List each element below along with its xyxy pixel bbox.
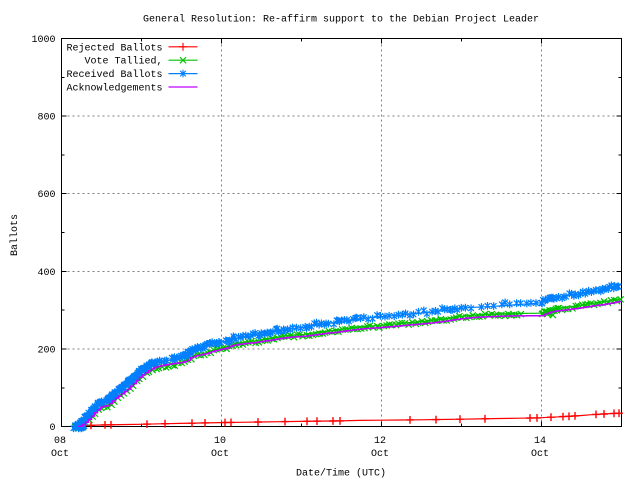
svg-text:400: 400 bbox=[37, 268, 55, 279]
svg-text:600: 600 bbox=[37, 190, 55, 201]
svg-text:Rejected Ballots: Rejected Ballots bbox=[66, 42, 162, 54]
svg-text:Received Ballots: Received Ballots bbox=[66, 69, 162, 81]
svg-text:800: 800 bbox=[37, 113, 55, 124]
svg-text:Oct: Oct bbox=[371, 449, 389, 460]
svg-text:200: 200 bbox=[37, 346, 55, 357]
svg-text:Oct: Oct bbox=[531, 449, 549, 460]
svg-text:Ballots: Ballots bbox=[9, 214, 21, 256]
svg-text:Oct: Oct bbox=[51, 449, 69, 460]
svg-text:12: 12 bbox=[374, 436, 386, 447]
svg-text:Acknowledgements: Acknowledgements bbox=[66, 83, 162, 95]
svg-text:General Resolution: Re-affirm: General Resolution: Re-affirm support to… bbox=[143, 14, 539, 26]
svg-text:08: 08 bbox=[54, 436, 66, 447]
svg-text:10: 10 bbox=[214, 436, 226, 447]
svg-text:Vote Tallied,: Vote Tallied, bbox=[84, 56, 162, 68]
svg-text:Date/Time (UTC): Date/Time (UTC) bbox=[296, 468, 386, 480]
svg-text:1000: 1000 bbox=[31, 35, 55, 46]
svg-text:0: 0 bbox=[49, 423, 55, 434]
svg-text:14: 14 bbox=[534, 436, 546, 447]
svg-text:Oct: Oct bbox=[211, 449, 229, 460]
